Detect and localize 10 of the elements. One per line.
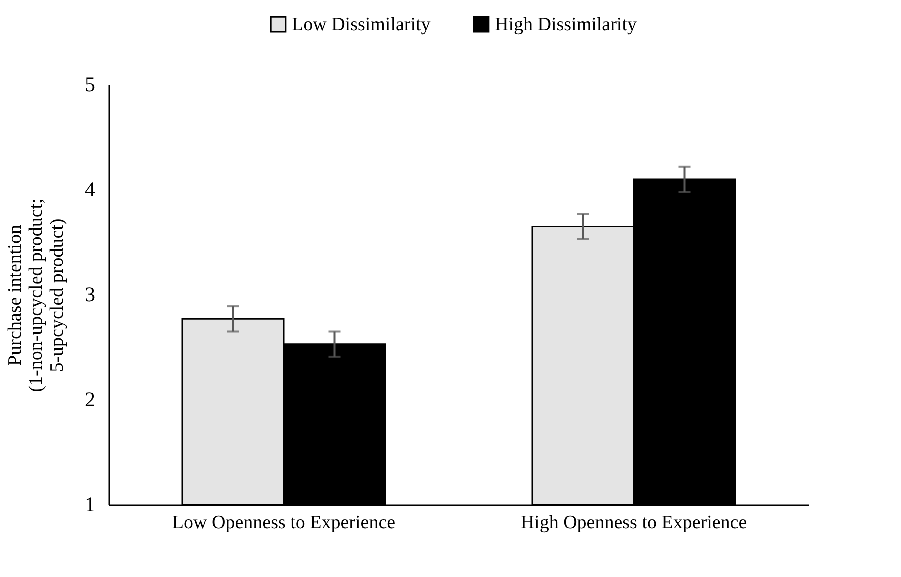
y-tick-label: 4 — [85, 178, 96, 202]
y-tick-label: 2 — [85, 388, 96, 412]
x-tick-label: Low Openness to Experience — [172, 512, 396, 534]
y-tick-label: 3 — [85, 282, 96, 306]
y-tick-label: 1 — [85, 492, 96, 516]
y-axis-title: Purchase intention (1-non-upcycled product; 5-upcycled product) — [5, 198, 68, 392]
legend-label: High Dissimilarity — [495, 14, 638, 36]
y-tick-label: 5 — [85, 72, 96, 96]
legend-label: Low Dissimilarity — [292, 14, 432, 36]
x-tick-label: High Openness to Experience — [520, 512, 748, 534]
